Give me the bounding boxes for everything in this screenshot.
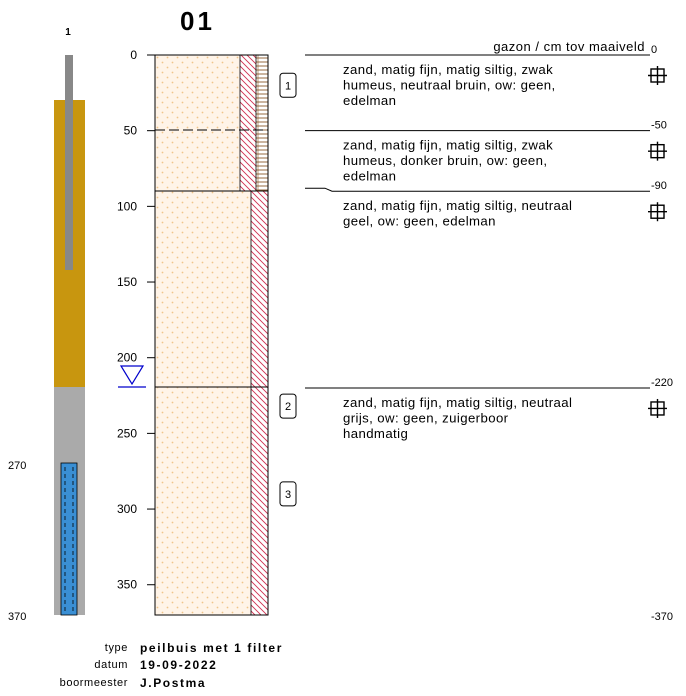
layer-depth-label: 0 [651,44,657,56]
axis-tick-label: 300 [117,502,137,516]
hatch-red-upper [240,55,256,191]
description-header: gazon / cm tov maaiveld [493,39,645,54]
sample-markers: 1 2 3 [279,72,297,507]
well-pipe: 1 270 370 [8,27,85,623]
sample-label: 1 [285,80,291,92]
hatch-brown-topsoil [256,55,268,191]
layer-depth-label: -50 [651,120,667,132]
layer-description-line: zand, matig fijn, matig siltig, zwak [343,62,553,77]
date-value: 19-09-2022 [140,658,218,672]
pipe-number-label: 1 [65,27,71,38]
layer-boundary-line [305,187,650,192]
soil-column [154,54,269,616]
filter-top-depth-label: 270 [8,460,26,472]
groundwater-marker [118,365,146,388]
layer-description-line: humeus, donker bruin, ow: geen, [343,153,547,168]
layer-description-line: zand, matig fijn, matig siltig, neutraal [343,198,572,213]
soil-column-border [154,54,269,616]
sample-box [279,481,297,507]
hatch-red-lower [251,191,268,615]
sample-box [279,72,297,98]
sample-label: 2 [285,401,291,413]
layer-description-line: edelman [343,93,396,108]
layer-descriptions: gazon / cm tov maaiveld -370 0 zand, mati… [305,39,673,623]
layer-description-line: grijs, ow: geen, zuigerboor [343,410,509,425]
axis-tick-label: 100 [117,199,137,213]
axis-tick-label: 0 [130,48,137,62]
sample-box [279,393,297,419]
type-label: type [104,642,128,654]
axis-tick-label: 50 [124,124,138,138]
date-label: datum [94,659,128,671]
depth-axis: 0 50 100 150 200 250 300 350 [117,48,156,615]
pipe-bottom-depth-label: 370 [8,611,26,623]
groundwater-triangle [119,365,145,386]
filter-screen [60,462,78,616]
borehole-title: 01 [180,6,215,36]
driller-value: J.Postma [140,676,207,690]
axis-tick-label: 150 [117,275,137,289]
layer-description-line: handmatig [343,426,408,441]
layer-depth-label: -90 [651,180,667,192]
pipe-casing [65,100,73,270]
layer-description-line: zand, matig fijn, matig siltig, neutraal [343,395,572,410]
axis-tick-label: 350 [117,578,137,592]
driller-label: boormeester [59,677,128,689]
pipe-top-segment [65,55,73,100]
layer-description-line: humeus, neutraal bruin, ow: geen, [343,78,556,93]
layer-description-line: edelman [343,169,396,184]
layer-description-line: zand, matig fijn, matig siltig, zwak [343,138,553,153]
axis-tick-label: 250 [117,426,137,440]
type-value: peilbuis met 1 filter [140,641,283,655]
axis-tick-label: 200 [117,351,137,365]
bottom-depth-label: -370 [651,611,673,623]
layer-depth-label: -220 [651,377,673,389]
sample-label: 3 [285,489,291,501]
layer-description-line: geel, ow: geen, edelman [343,214,496,229]
